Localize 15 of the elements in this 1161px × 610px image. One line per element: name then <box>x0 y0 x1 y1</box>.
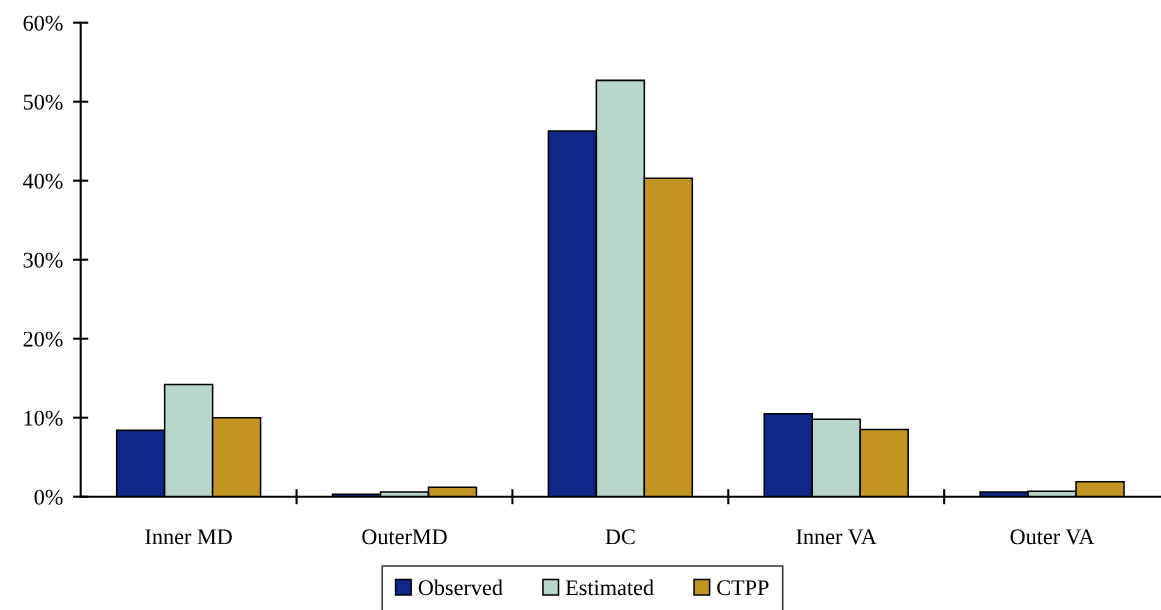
legend-label: Observed <box>418 579 503 596</box>
y-tick-label: 20% <box>23 331 63 347</box>
x-tick-label: Outer VA <box>1010 529 1095 545</box>
y-tick-label: 30% <box>23 252 63 268</box>
x-tick-label: Inner VA <box>796 529 877 545</box>
x-tick-label: DC <box>605 529 635 545</box>
y-tick-label: 0% <box>34 489 63 505</box>
y-tick-label: 40% <box>23 173 63 189</box>
y-tick-label: 10% <box>24 410 63 426</box>
y-tick-label: 50% <box>23 94 63 110</box>
x-tick-label: OuterMD <box>362 529 447 545</box>
x-tick-label: Inner MD <box>145 529 232 545</box>
legend-label: Estimated <box>565 579 654 596</box>
y-tick-label: 60% <box>23 15 63 31</box>
legend-label: CTPP <box>717 580 769 596</box>
